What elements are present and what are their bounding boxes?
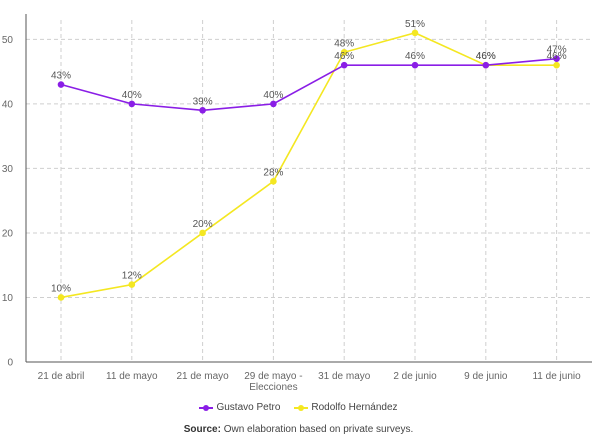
legend-swatch-gustavo-petro	[199, 404, 214, 412]
data-label: 10%	[51, 283, 71, 294]
legend-swatch-rodolfo-hernandez	[294, 404, 309, 412]
x-tick-label: 9 de junio	[464, 371, 508, 382]
x-tick-label: 11 de junio	[532, 371, 581, 382]
data-point	[270, 100, 277, 108]
x-tick-label: 21 de mayo	[176, 371, 229, 382]
data-label: 43%	[51, 71, 71, 82]
x-tick-label: 31 de mayo	[318, 371, 371, 382]
data-label: 48%	[334, 38, 354, 49]
data-label: 46%	[476, 51, 496, 62]
y-tick-label: 0	[7, 358, 13, 369]
line-chart: 0 10 20 30 40 50 21 de abril 11 de mayo 21 de m…	[2, 14, 592, 393]
data-point	[553, 61, 560, 69]
data-point	[128, 100, 136, 108]
y-axis-tick-labels: 0 10 20 30 40 50	[2, 35, 14, 369]
data-labels: 10%12%20%28%48%51%46% 46%43%40%39%40%46% 4…	[51, 19, 567, 295]
legend: Gustavo Petro Rodolfo Hernández	[0, 402, 597, 413]
data-point	[411, 29, 419, 37]
data-point	[340, 48, 348, 56]
data-label: 46%	[547, 51, 567, 62]
x-tick-label: 11 de mayo	[106, 371, 158, 382]
data-label: 51%	[405, 19, 425, 30]
data-point	[411, 61, 419, 69]
data-label: 46%	[334, 51, 354, 62]
y-tick-label: 50	[2, 35, 14, 46]
data-point	[57, 81, 65, 88]
y-tick-label: 40	[2, 99, 14, 110]
y-tick-label: 20	[2, 228, 14, 239]
x-axis-tick-labels: 21 de abril 11 de mayo 21 de mayo 29 de may…	[38, 371, 581, 393]
y-tick-label: 30	[2, 164, 14, 175]
source-note: Source: Own elaboration based on private…	[0, 424, 597, 435]
legend-item-gustavo-petro[interactable]: Gustavo Petro	[199, 402, 280, 413]
data-point	[128, 281, 136, 288]
x-tick-label: 21 de abril	[38, 371, 85, 382]
legend-label-gustavo-petro: Gustavo Petro	[216, 402, 281, 413]
data-label: 20%	[193, 219, 213, 230]
series-line	[60, 57, 557, 112]
data-label: 40%	[263, 90, 283, 101]
data-point	[553, 55, 560, 63]
grid-lines	[25, 14, 592, 363]
legend-item-rodolfo-hernandez[interactable]: Rodolfo Hernández	[294, 402, 398, 413]
data-point	[199, 229, 206, 237]
legend-label-rodolfo-hernandez: Rodolfo Hernández	[311, 402, 398, 413]
x-tick-label: 29 de mayo -Elecciones	[244, 371, 302, 393]
data-label: 46%	[476, 51, 496, 62]
data-label: 39%	[193, 96, 213, 107]
data-point	[199, 107, 206, 114]
data-label: 40%	[122, 90, 142, 101]
series-line	[60, 32, 557, 299]
data-point	[57, 294, 65, 301]
y-tick-label: 10	[2, 293, 14, 304]
series-lines	[60, 32, 557, 299]
source-text: Own elaboration based on private surveys…	[220, 424, 414, 435]
data-point	[482, 61, 490, 69]
data-point	[340, 61, 348, 69]
data-label: 12%	[122, 271, 142, 282]
source-label: Source:	[183, 424, 221, 435]
data-label: 47%	[547, 45, 567, 56]
series-points	[57, 29, 560, 301]
data-label: 28%	[263, 167, 283, 178]
data-point	[270, 178, 277, 185]
x-tick-label: 2 de junio	[393, 371, 437, 382]
data-label: 46%	[405, 51, 425, 62]
